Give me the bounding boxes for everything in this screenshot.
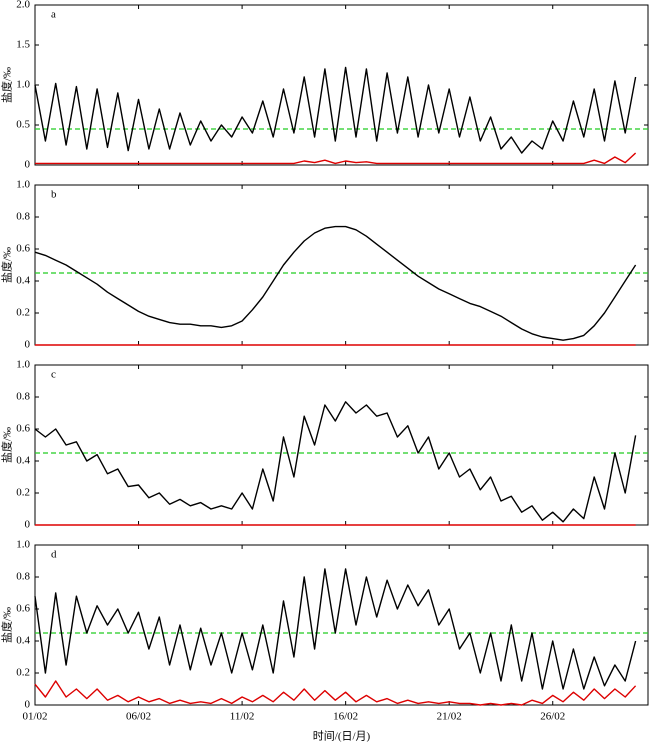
y-tick-label: 0.6 [16, 243, 30, 255]
x-tick-label: 26/02 [540, 711, 565, 723]
y-tick-label: 0.5 [16, 119, 30, 131]
x-tick-label: 11/02 [230, 711, 255, 723]
y-tick-label: 0 [25, 699, 31, 711]
x-tick-label: 16/02 [333, 711, 358, 723]
y-tick-label: 0 [25, 159, 31, 171]
series-line [35, 152, 637, 165]
series-line [34, 680, 637, 706]
y-tick-label: 0 [25, 519, 31, 531]
y-tick-label: 1.0 [16, 359, 30, 371]
panel-label: d [51, 549, 57, 561]
x-axis-label: 时间/(日/月) [313, 730, 371, 743]
y-tick-label: 0.6 [16, 603, 30, 615]
plot-frame [34, 364, 649, 526]
y-tick-label: 2.0 [16, 0, 30, 11]
panel-label: a [51, 9, 56, 21]
y-tick-label: 0.8 [16, 211, 30, 223]
x-tick-label: 06/02 [126, 711, 151, 723]
series-line [34, 401, 637, 523]
plot-frame [34, 184, 649, 346]
panel-label: c [51, 369, 56, 381]
y-tick-label: 0.2 [16, 307, 30, 319]
y-tick-label: 1.0 [16, 79, 30, 91]
y-tick-label: 0.8 [16, 571, 30, 583]
y-tick-label: 1.5 [16, 39, 30, 51]
y-tick-label: 1.0 [16, 539, 30, 551]
y-tick-label: 0 [25, 339, 31, 351]
panel-label: b [51, 189, 57, 201]
series-line [34, 66, 637, 154]
y-tick-label: 0.4 [16, 275, 30, 287]
y-tick-label: 0.6 [16, 423, 30, 435]
y-tick-label: 1.0 [16, 179, 30, 191]
y-tick-label: 0.2 [16, 667, 30, 679]
y-axis-label: 盐度/‰ [0, 607, 14, 643]
y-axis-label: 盐度/‰ [0, 247, 14, 283]
y-tick-label: 0.2 [16, 487, 30, 499]
y-axis-label: 盐度/‰ [0, 427, 14, 463]
series-line [34, 225, 637, 341]
series-line [34, 568, 637, 690]
y-axis-label: 盐度/‰ [0, 67, 14, 103]
x-tick-label: 01/02 [22, 711, 47, 723]
x-tick-label: 21/02 [437, 711, 462, 723]
y-tick-label: 0.4 [16, 455, 30, 467]
y-tick-label: 0.8 [16, 391, 30, 403]
y-tick-label: 0.4 [16, 635, 30, 647]
plot-frame [34, 544, 649, 706]
